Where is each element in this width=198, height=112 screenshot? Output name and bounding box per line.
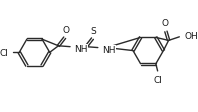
Text: NH: NH: [75, 45, 88, 54]
Text: S: S: [90, 27, 96, 36]
Text: O: O: [62, 26, 69, 35]
Text: OH: OH: [185, 32, 198, 41]
Text: Cl: Cl: [153, 76, 162, 85]
Text: NH: NH: [102, 45, 116, 54]
Text: Cl: Cl: [0, 48, 9, 57]
Text: O: O: [162, 19, 168, 28]
